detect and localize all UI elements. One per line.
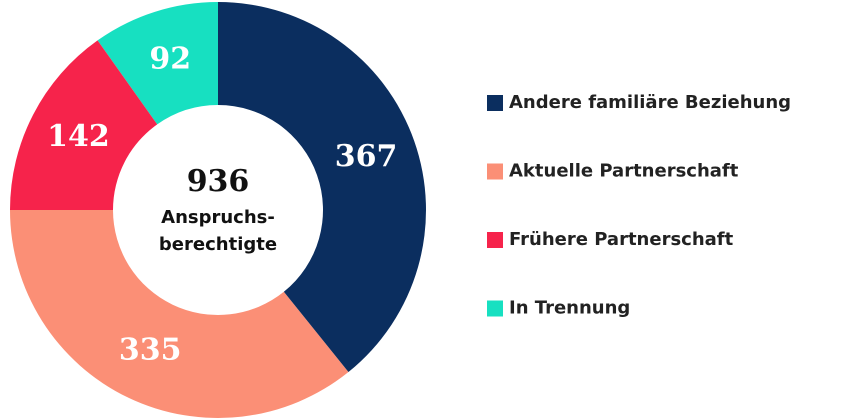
slice (97, 2, 218, 125)
slice (10, 210, 349, 418)
center-label: berechtigte (159, 234, 277, 255)
legend-swatch (487, 95, 503, 111)
value-label: 335 (119, 333, 182, 368)
center-value: 936 (187, 164, 250, 199)
center-label: Anspruchs- (161, 207, 275, 228)
slice (218, 2, 427, 372)
slice (10, 40, 158, 211)
value-label: 367 (335, 139, 398, 174)
value-label: 142 (47, 119, 110, 154)
legend-label: Aktuelle Partnerschaft (509, 161, 739, 182)
legend-label: Frühere Partnerschaft (509, 229, 734, 250)
legend-label: In Trennung (509, 298, 630, 319)
value-label: 92 (149, 41, 191, 76)
legend-label: Andere familiäre Beziehung (509, 92, 791, 113)
legend-swatch (487, 232, 503, 248)
legend-swatch (487, 163, 503, 180)
legend-swatch (487, 300, 503, 317)
